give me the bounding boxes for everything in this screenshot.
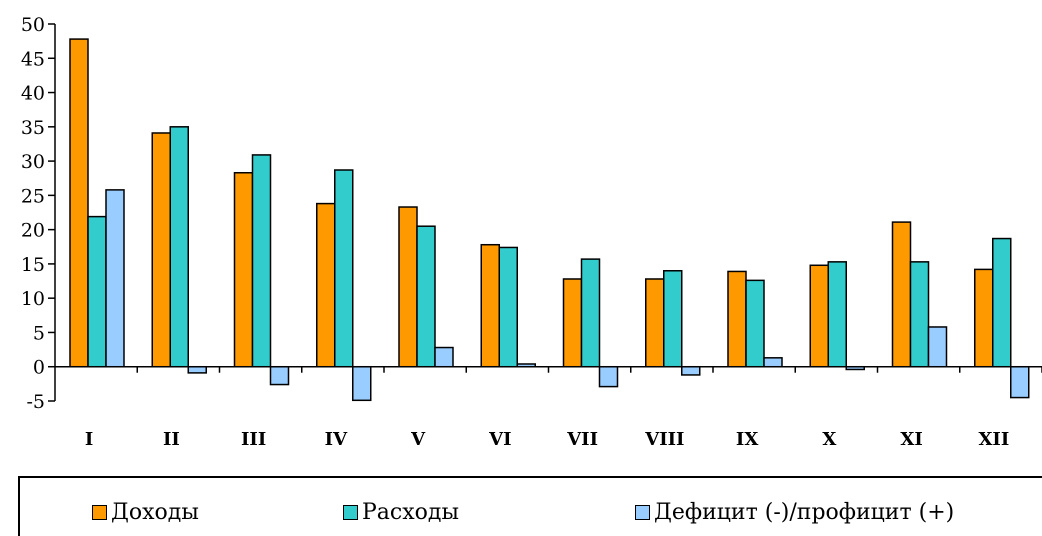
bar-expenses — [334, 169, 354, 368]
y-tick-label: 15 — [21, 254, 45, 276]
legend-label-expenses: Расходы — [362, 500, 459, 525]
bar-expenses — [580, 258, 601, 368]
bar-expenses — [745, 279, 765, 368]
legend: Доходы Расходы Дефицит (-)/профицит (+) — [18, 476, 1042, 536]
bar-balance — [763, 357, 783, 368]
y-tick-label: 50 — [21, 14, 45, 36]
x-category-label: VI — [488, 429, 511, 450]
legend-item-income: Доходы — [92, 500, 199, 525]
bar-income — [316, 202, 336, 368]
legend-label-balance: Дефицит (-)/профицит (+) — [654, 500, 955, 525]
bar-income — [480, 243, 500, 368]
bar-income — [233, 171, 254, 368]
bar-balance — [187, 365, 207, 374]
bar-income — [645, 278, 665, 368]
bar-expenses — [416, 225, 436, 368]
x-category-label: IX — [736, 429, 758, 450]
y-tick-label: 0 — [33, 357, 45, 379]
bar-expenses — [498, 246, 518, 368]
bar-expenses — [992, 237, 1012, 368]
x-category-label: V — [410, 429, 426, 450]
bar-expenses — [827, 261, 847, 368]
legend-item-balance: Дефицит (-)/профицит (+) — [635, 500, 954, 525]
legend-swatch-expenses — [343, 505, 358, 520]
x-category-label: III — [241, 429, 266, 450]
legend-label-income: Доходы — [111, 500, 199, 525]
bar-income — [891, 221, 912, 368]
y-tick-label: 20 — [21, 220, 45, 242]
x-category-label: II — [163, 429, 180, 450]
bar-income — [727, 270, 747, 368]
bar-balance — [1010, 365, 1030, 399]
bar-balance — [434, 346, 454, 368]
y-tick-label: 25 — [21, 185, 45, 207]
bar-income — [974, 268, 994, 368]
bars-group — [69, 38, 1030, 402]
legend-swatch-income — [92, 505, 107, 520]
x-category-label: XII — [978, 429, 1009, 450]
axes — [54, 24, 1042, 401]
bar-income — [809, 264, 829, 368]
bar-income — [398, 206, 418, 368]
category-labels: I II III IV V VI VII VIII IX X XI XII — [85, 429, 1009, 450]
x-category-label: VIII — [644, 429, 684, 450]
legend-swatch-balance — [635, 505, 650, 520]
bar-expenses — [663, 270, 683, 368]
y-tick-label: 5 — [33, 322, 45, 344]
bar-balance — [681, 365, 701, 376]
bar-income — [151, 132, 171, 368]
y-tick-label: 35 — [21, 117, 45, 139]
x-category-label: VII — [566, 429, 598, 450]
x-category-label: XI — [900, 429, 922, 450]
y-tick-label: 10 — [21, 288, 45, 310]
y-tick-label: 30 — [21, 151, 45, 173]
y-tick-label: 45 — [21, 48, 45, 70]
x-category-label: X — [822, 429, 836, 450]
bar-income — [69, 38, 89, 368]
bar-balance — [269, 365, 290, 386]
bar-balance — [105, 189, 125, 368]
bar-balance — [598, 365, 619, 388]
bar-expenses — [169, 126, 189, 368]
bar-expenses — [909, 261, 930, 368]
legend-item-expenses: Расходы — [343, 500, 459, 525]
bar-balance — [352, 365, 372, 402]
y-tick-label: -5 — [26, 391, 45, 413]
x-category-label: I — [85, 429, 93, 450]
y-tick-label: 40 — [21, 83, 45, 105]
x-category-label: IV — [325, 429, 348, 450]
bar-balance — [927, 326, 948, 368]
bar-income — [562, 278, 583, 368]
bar-expenses — [251, 154, 272, 368]
bar-expenses — [87, 215, 107, 368]
